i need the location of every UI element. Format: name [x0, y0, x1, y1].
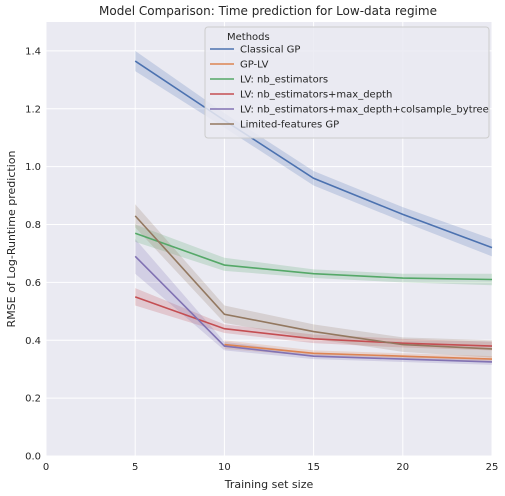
x-tick-label: 15: [307, 462, 320, 473]
line-gp-lv: [224, 343, 493, 360]
legend-label: Classical GP: [240, 45, 300, 56]
legend-label: LV: nb_estimators+max_depth+colsample_by…: [240, 105, 489, 116]
line-lv-nb-estimators: [134, 232, 493, 281]
y-tick-label: 1.0: [25, 162, 41, 173]
legend-box: [204, 26, 490, 139]
legend-label: Limited-features GP: [240, 120, 339, 131]
legend: Methods Classical GP GP-LV LV: nb_estimato…: [204, 26, 490, 139]
y-tick-label: 0.2: [25, 394, 41, 405]
x-tick-labels: 0 5 10 15 20 25: [43, 462, 499, 473]
series-lines: [134, 60, 493, 363]
y-tick-label: 1.4: [25, 46, 41, 57]
y-tick-label: 0.4: [25, 336, 41, 347]
y-tick-label: 0.6: [25, 278, 41, 289]
line-classical-gp: [134, 60, 493, 249]
band-lv-nb-estimators: [135, 224, 492, 286]
legend-label: LV: nb_estimators+max_depth: [240, 90, 392, 101]
band-limited-features-gp: [135, 204, 492, 358]
band-classical-gp: [135, 50, 492, 257]
y-tick-label: 1.2: [25, 104, 41, 115]
y-tick-labels: 0.0 0.2 0.4 0.6 0.8 1.0 1.2 1.4: [25, 46, 41, 462]
x-axis-label: Training set size: [224, 478, 314, 491]
legend-label: LV: nb_estimators: [240, 75, 328, 86]
x-tick-label: 10: [218, 462, 231, 473]
legend-items: Classical GP GP-LV LV: nb_estimators LV: nb…: [210, 45, 489, 131]
y-axis-label: RMSE of Log-Runtime prediction: [5, 151, 18, 328]
x-tick-label: 0: [43, 462, 49, 473]
y-tick-label: 0.0: [25, 452, 41, 463]
line-lv-nb-estimators-max-depth-colsample-bytree: [134, 255, 493, 363]
legend-label: GP-LV: [240, 60, 269, 71]
chart-title: Model Comparison: Time prediction for Lo…: [99, 4, 437, 18]
line-limited-features-gp: [134, 215, 493, 350]
x-tick-label: 25: [486, 462, 499, 473]
y-tick-label: 0.8: [25, 220, 41, 231]
legend-title: Methods: [227, 32, 270, 43]
x-tick-label: 20: [396, 462, 409, 473]
x-tick-label: 5: [132, 462, 138, 473]
line-lv-nb-estimators-max-depth: [134, 296, 493, 347]
